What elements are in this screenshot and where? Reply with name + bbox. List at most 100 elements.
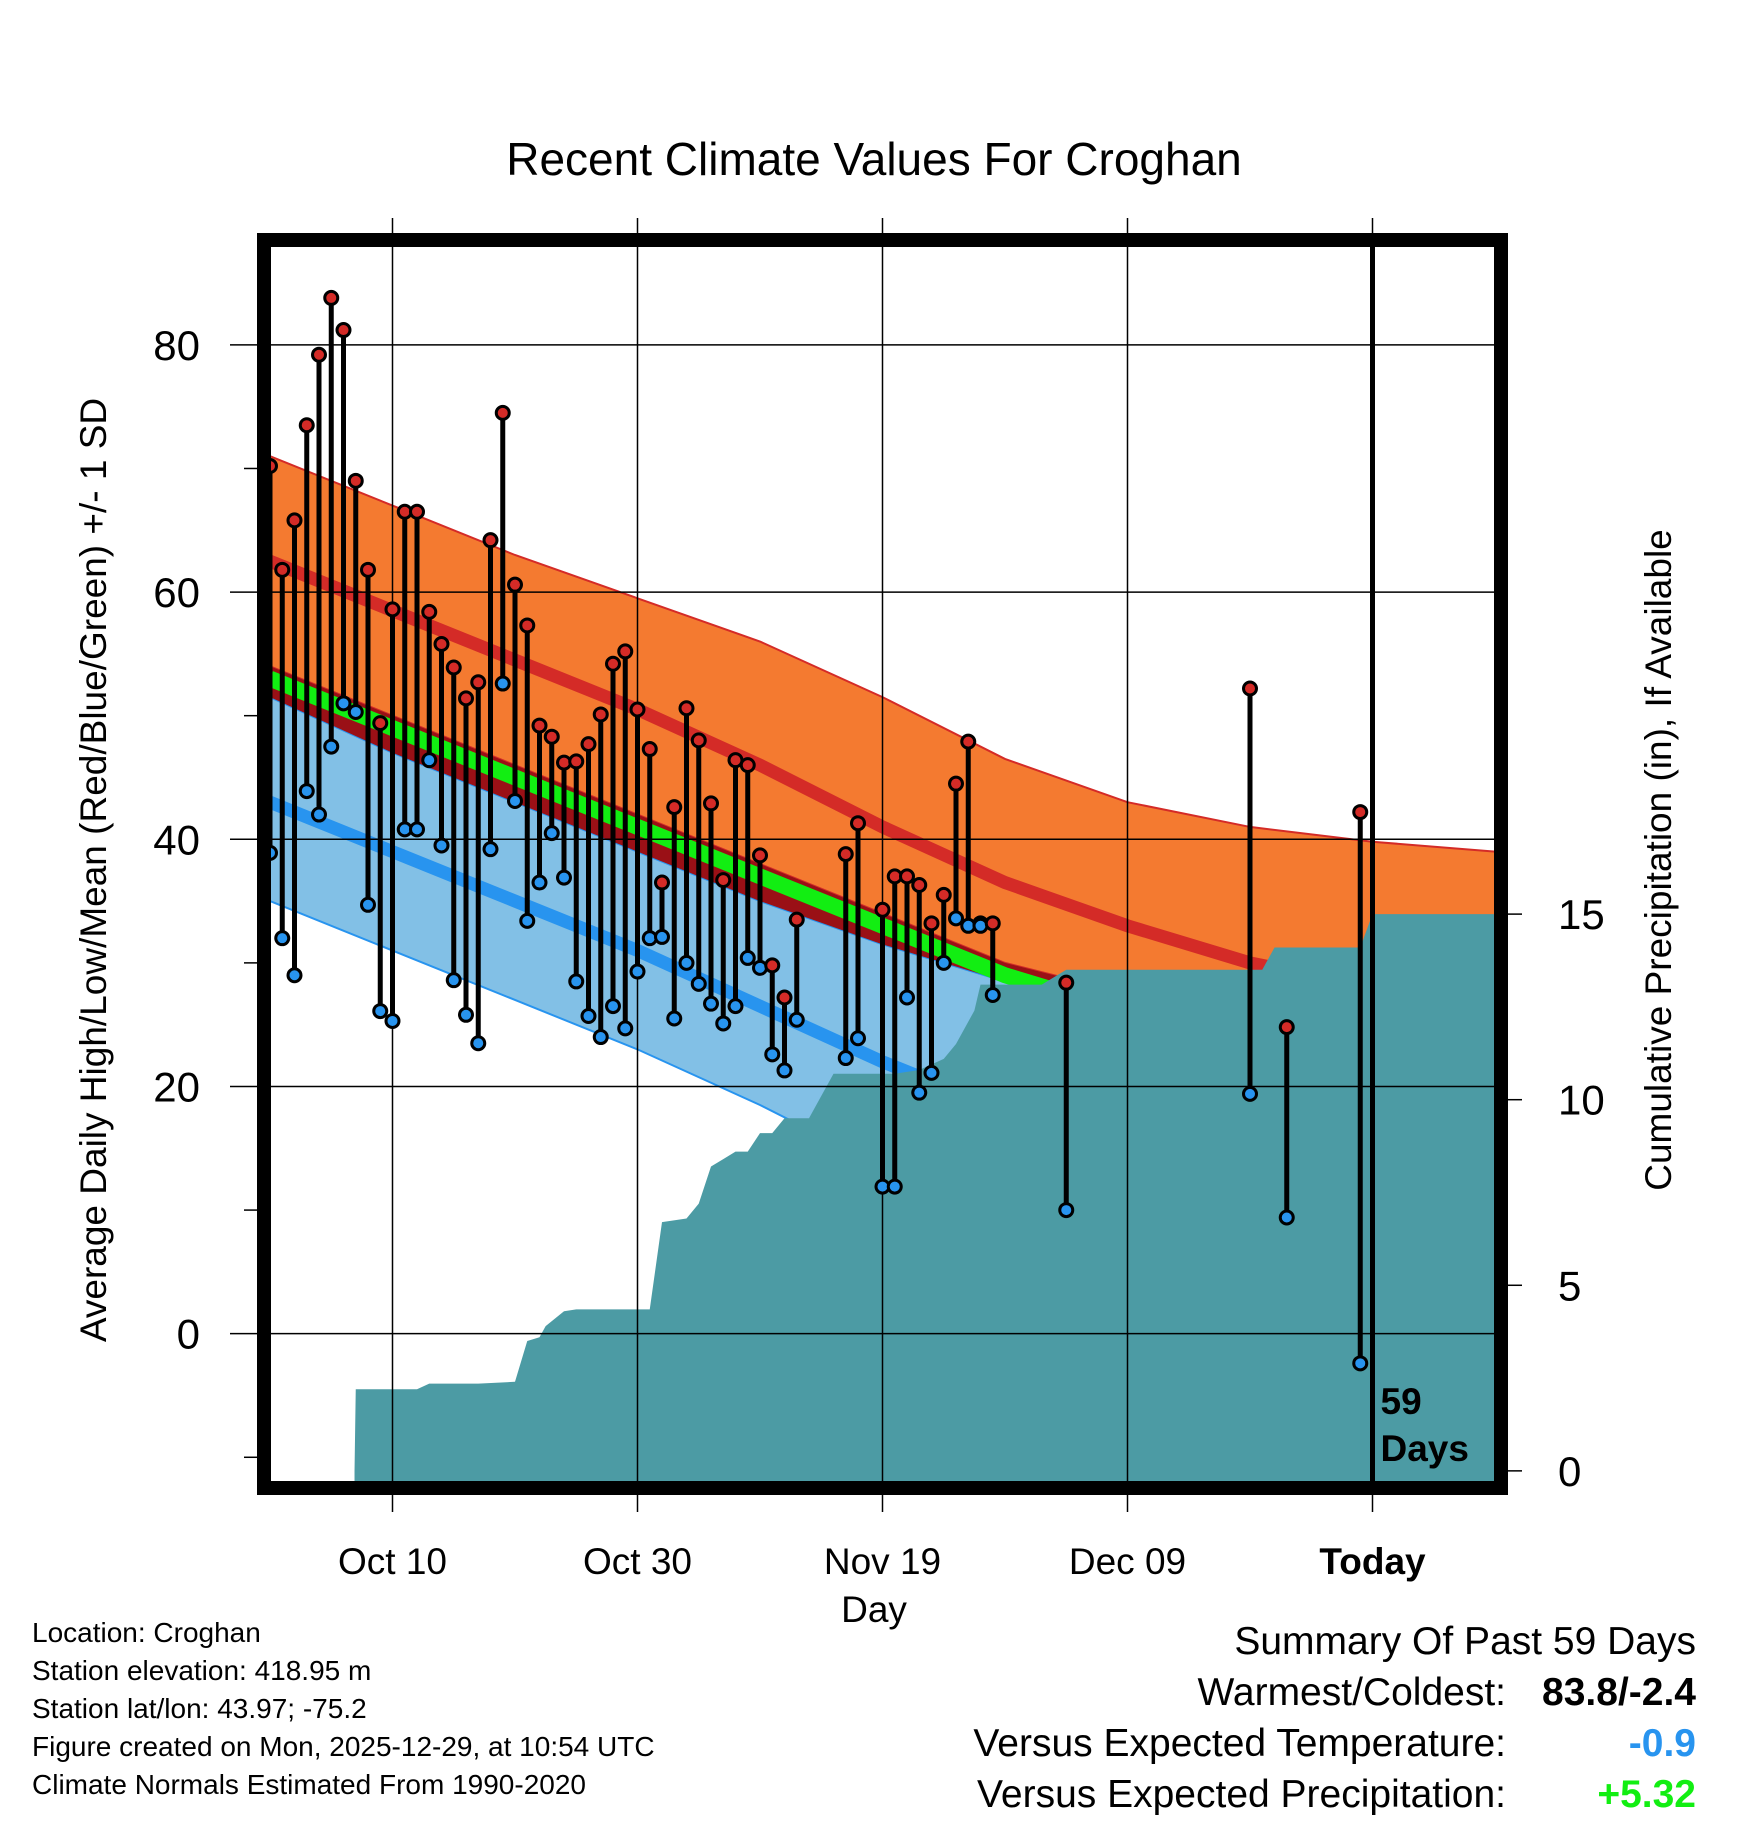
daily-low-point <box>580 1008 597 1025</box>
daily-low-point <box>482 841 499 858</box>
days-annotation-label: Days <box>1381 1428 1469 1469</box>
daily-low-point <box>543 825 560 842</box>
latlon-text: Station lat/lon: 43.97; -75.2 <box>32 1693 367 1724</box>
precip-area <box>354 914 1495 1482</box>
y-tick-label: 20 <box>153 1063 200 1110</box>
daily-high-point <box>837 846 854 863</box>
y-tick-label: 80 <box>153 322 200 369</box>
days-annotation-number: 59 <box>1381 1381 1422 1422</box>
daily-high-point <box>678 700 695 717</box>
daily-low-point <box>727 998 744 1015</box>
daily-low-point <box>384 1012 401 1029</box>
daily-high-point <box>703 795 719 812</box>
daily-high-point <box>1352 804 1369 821</box>
daily-low-point <box>703 995 719 1012</box>
temp-label: Versus Expected Temperature: <box>973 1722 1506 1765</box>
plot-frame <box>257 233 1508 1495</box>
daily-high-point <box>948 775 964 792</box>
daily-high-point <box>1058 974 1075 991</box>
daily-low-point <box>409 821 425 838</box>
precip-value: +5.32 <box>1597 1773 1696 1816</box>
daily-high-point <box>764 957 781 974</box>
daily-low-point <box>311 806 327 823</box>
daily-low-point <box>470 1035 487 1052</box>
daily-high-point <box>531 717 548 734</box>
y2-tick-label: 15 <box>1558 891 1605 938</box>
daily-low-point <box>1352 1355 1369 1372</box>
daily-high-point <box>360 561 376 578</box>
daily-low-point <box>270 844 278 861</box>
daily-low-point <box>886 1178 903 1195</box>
daily-high-point <box>482 532 499 549</box>
daily-low-point <box>347 703 364 720</box>
daily-high-point <box>347 472 364 489</box>
station-info: Location: Croghan Station elevation: 418… <box>32 1614 655 1804</box>
daily-low-point <box>433 837 450 854</box>
daily-low-point <box>850 1030 866 1047</box>
chart-title: Recent Climate Values For Croghan <box>506 133 1241 185</box>
daily-high-point <box>605 655 621 672</box>
daily-low-point <box>911 1084 928 1101</box>
daily-low-point <box>507 792 523 809</box>
x-tick-label: Dec 09 <box>1069 1541 1186 1582</box>
summary-heading: Summary Of Past 59 Days <box>1234 1620 1696 1663</box>
daily-low-point <box>421 752 438 769</box>
daily-high-point <box>543 728 560 745</box>
daily-low-point <box>715 1015 732 1032</box>
daily-low-point <box>654 928 670 945</box>
daily-high-point <box>617 643 634 660</box>
daily-high-point <box>433 635 450 652</box>
x-axis-label: Day <box>841 1589 907 1630</box>
temp-row: Versus Expected Temperature: -0.9 <box>796 1718 1696 1769</box>
daily-low-point <box>788 1011 805 1028</box>
daily-low-point <box>286 967 303 984</box>
daily-high-point <box>911 877 928 894</box>
daily-high-point <box>519 617 536 634</box>
daily-low-point <box>739 949 756 966</box>
daily-low-point <box>764 1046 781 1063</box>
daily-high-point <box>592 706 609 723</box>
x-tick-label: Oct 30 <box>583 1541 692 1582</box>
daily-low-point <box>335 695 352 712</box>
daily-high-point <box>923 915 940 932</box>
daily-high-point <box>580 736 597 753</box>
x-tick-label: Oct 10 <box>338 1541 447 1582</box>
warm-cold-value: 83.8/-2.4 <box>1542 1671 1696 1714</box>
daily-low-point <box>617 1020 634 1037</box>
daily-high-point <box>935 886 952 903</box>
summary-panel: Summary Of Past 59 Days Warmest/Coldest:… <box>796 1616 1696 1820</box>
x-tick-label: Today <box>1319 1541 1426 1582</box>
created-text: Figure created on Mon, 2025-12-29, at 10… <box>32 1731 655 1762</box>
daily-low-point <box>323 738 340 755</box>
daily-low-point <box>1058 1202 1075 1219</box>
daily-high-point <box>507 576 523 593</box>
daily-low-point <box>568 973 585 990</box>
daily-high-point <box>788 911 805 928</box>
daily-high-point <box>850 815 866 832</box>
daily-high-point <box>984 915 1001 932</box>
daily-high-point <box>629 701 646 718</box>
daily-low-point <box>690 975 707 992</box>
daily-low-point <box>519 912 536 929</box>
daily-low-point <box>629 963 646 980</box>
y-tick-label: 60 <box>153 569 200 616</box>
daily-high-point <box>409 503 425 520</box>
daily-high-point <box>690 732 707 749</box>
location-text: Location: Croghan <box>32 1617 261 1648</box>
daily-high-point <box>960 733 977 750</box>
daily-low-point <box>605 998 621 1015</box>
daily-high-point <box>666 799 683 816</box>
daily-low-point <box>494 675 511 692</box>
daily-low-point <box>445 972 462 989</box>
y-tick-label: 40 <box>153 816 200 863</box>
daily-high-point <box>323 289 340 306</box>
y2-tick-label: 5 <box>1558 1262 1581 1309</box>
daily-high-point <box>752 847 768 864</box>
daily-high-point <box>899 868 915 885</box>
daily-low-point <box>360 896 376 913</box>
warm-cold-label: Warmest/Coldest: <box>1197 1671 1506 1714</box>
x-tick-label: Nov 19 <box>824 1541 941 1582</box>
y-axis-label: Average Daily High/Low/Mean (Red/Blue/Gr… <box>73 398 114 1342</box>
daily-low-point <box>899 989 915 1006</box>
